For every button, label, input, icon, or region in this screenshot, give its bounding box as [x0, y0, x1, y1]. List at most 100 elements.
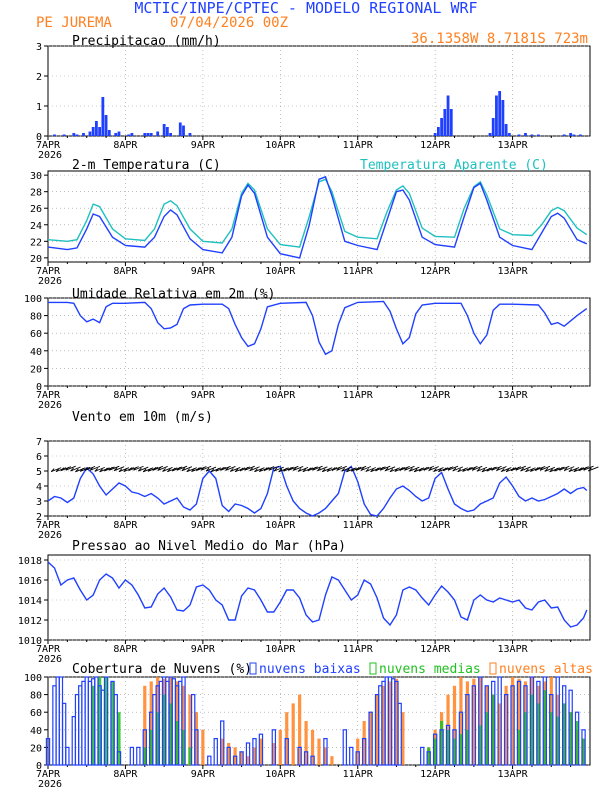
- series-line: [47, 175, 588, 259]
- wind-arrow: [438, 467, 449, 473]
- wind-arrow: [534, 466, 546, 471]
- cloud-bar-medias: [556, 716, 560, 765]
- y-tick-label: 80: [30, 312, 42, 323]
- y-tick-label: 22: [30, 237, 42, 248]
- wind-arrow: [578, 466, 589, 472]
- cloud-bar-baixas: [113, 693, 118, 766]
- wind-arrow-head: [496, 467, 500, 471]
- wind-arrow-head: [254, 468, 258, 473]
- wind-arrow: [515, 465, 526, 471]
- wind-arrow: [365, 467, 376, 472]
- x-year-label: 2026: [38, 150, 62, 161]
- wind-arrow-head: [138, 467, 142, 472]
- wind-arrow: [544, 466, 556, 472]
- cloud-bar-baixas: [458, 711, 464, 766]
- cloud-bar-baixas: [439, 729, 444, 766]
- wind-arrow-head: [457, 468, 462, 473]
- precip-bar: [91, 127, 95, 136]
- wind-arrow-head: [510, 467, 515, 472]
- precip-bar: [524, 133, 527, 136]
- cloud-bar-baixas: [284, 737, 289, 766]
- y-tick-label: 3: [36, 497, 42, 508]
- x-tick-label: 7APR: [36, 140, 61, 151]
- y-tick-label: 30: [30, 171, 42, 182]
- x-tick-label: 11APR: [343, 140, 374, 151]
- x-tick-label: 10APR: [265, 266, 296, 277]
- x-tick-label: 11APR: [343, 644, 374, 655]
- panel-wind: 2 3 4 5 6 7 7APR 8APR 9APR 10APR 11APR 12APR 13APR 20…: [36, 410, 599, 541]
- x-tick-label: 7APR: [36, 520, 61, 531]
- wind-arrow: [268, 465, 280, 471]
- wind-arrow: [254, 467, 265, 473]
- wind-arrow-head: [133, 466, 137, 471]
- cloud-bar-baixas: [361, 737, 367, 766]
- header-run: 07/04/2026 00Z: [170, 15, 288, 31]
- legend-label: nuvens medias: [379, 662, 481, 677]
- cloud-bar-baixas: [349, 746, 354, 766]
- cloud-bar-altas: [330, 756, 334, 765]
- cloud-bar-baixas: [445, 724, 451, 766]
- wind-arrow-head: [229, 468, 234, 472]
- cloud-bar-medias: [117, 712, 121, 765]
- panel-title: Umidade Relativa em 2m (%): [72, 287, 276, 302]
- y-tick-label: 6: [36, 452, 42, 463]
- wind-arrow-head: [549, 468, 553, 473]
- wind-arrow-head: [283, 467, 287, 472]
- y-tick-label: 40: [30, 347, 42, 358]
- cloud-bar-altas: [510, 677, 515, 765]
- wind-arrow-head: [491, 466, 495, 471]
- panel-title: Vento em 10m (m/s): [72, 410, 213, 425]
- cloud-bar-baixas: [426, 751, 431, 766]
- cloud-bar-baixas: [303, 751, 309, 766]
- cloud-bar-medias: [149, 729, 153, 765]
- wind-arrow: [104, 466, 115, 472]
- wind-arrow: [302, 467, 314, 473]
- y-tick-label: 2: [36, 72, 42, 83]
- wind-arrow-head: [321, 468, 326, 473]
- wind-arrow: [322, 467, 333, 473]
- wind-arrow: [55, 467, 67, 473]
- wind-arrow: [351, 466, 362, 472]
- y-tick-label: 100: [24, 294, 42, 305]
- precip-bar: [88, 131, 92, 136]
- wind-arrow: [505, 467, 517, 473]
- wind-arrow-head: [128, 467, 132, 471]
- wind-arrow: [273, 466, 285, 472]
- precip-bar: [501, 100, 505, 136]
- wind-arrow-head: [559, 466, 563, 471]
- wind-arrow: [109, 465, 120, 471]
- y-tick-label: 1014: [18, 596, 42, 607]
- wind-arrow-head: [312, 466, 316, 471]
- wind-arrow: [360, 466, 372, 471]
- cloud-bar-baixas: [491, 680, 496, 766]
- wind-arrow: [573, 467, 585, 473]
- cloud-bar-altas: [498, 703, 502, 765]
- wind-arrow: [496, 466, 507, 471]
- wind-arrow: [559, 465, 570, 471]
- cloud-bar-medias: [543, 690, 547, 765]
- legend-label: nuvens altas: [499, 662, 593, 677]
- x-tick-label: 13APR: [498, 140, 529, 151]
- y-tick-label: 60: [30, 708, 42, 719]
- wind-arrow-head: [181, 467, 186, 472]
- cloud-bar-medias: [452, 738, 457, 765]
- panel-frame: [47, 170, 591, 263]
- wind-arrow: [65, 465, 76, 471]
- wind-arrow: [472, 465, 483, 471]
- cloud-bar-altas: [220, 738, 224, 765]
- panel-clouds: 0 20 40 60 80 100 7APR 8APR 9APR 10APR 11APR 12APR 1…: [24, 662, 593, 790]
- cloud-bar-medias: [459, 734, 463, 765]
- x-tick-label: 8APR: [113, 266, 138, 277]
- x-tick-label: 13APR: [498, 390, 529, 401]
- cloud-bar-altas: [143, 685, 147, 765]
- wind-arrow: [210, 467, 222, 473]
- x-tick-label: 11APR: [343, 390, 374, 401]
- wind-arrow-head: [515, 466, 520, 471]
- cloud-bar-medias: [175, 721, 179, 765]
- wind-arrow: [317, 466, 328, 472]
- cloud-bar-altas: [375, 694, 379, 765]
- cloud-bar-baixas: [549, 693, 554, 766]
- y-tick-label: 2: [36, 512, 42, 523]
- precip-bar: [536, 134, 540, 136]
